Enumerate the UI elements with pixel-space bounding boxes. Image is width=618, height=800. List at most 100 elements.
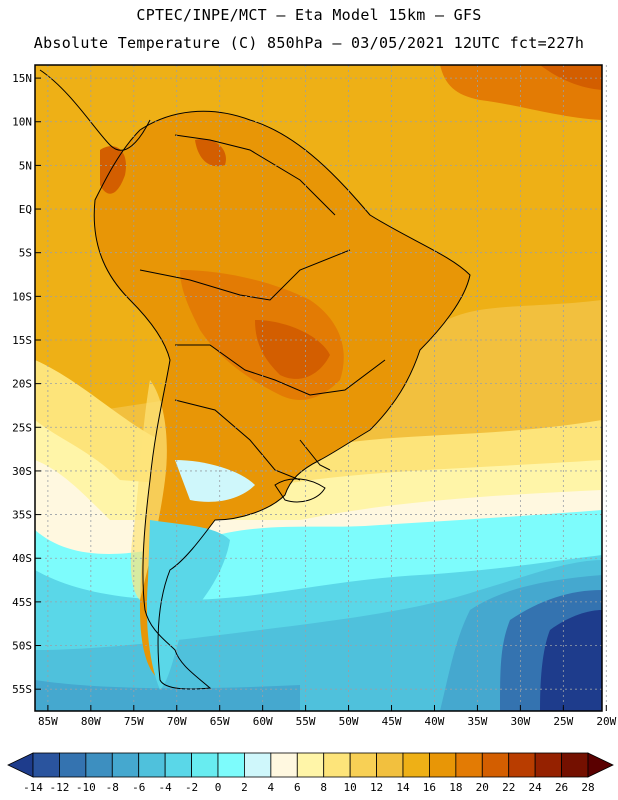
- colorbar-box: [561, 752, 589, 778]
- latitude-labels: 15N 10N 5N EQ 5S 10S 15S 20S 25S 30S 35S 40S 45S 50S 5…: [12, 72, 41, 696]
- colorbar-box: [164, 752, 192, 778]
- colorbar-tick-label: 28: [581, 781, 594, 794]
- lon-label: 55W: [296, 715, 316, 728]
- colorbar-box: [270, 752, 298, 778]
- coldest-ocean-area: [540, 610, 602, 711]
- lat-label: 10S: [12, 290, 32, 303]
- temperature-map: 15N 10N 5N EQ 5S 10S 15S 20S 25S 30S 35S 40S 45S 50S 5…: [12, 64, 617, 728]
- colorbar-tick-label: 12: [370, 781, 383, 794]
- lon-label: 65W: [210, 715, 230, 728]
- colorbar-box: [111, 752, 140, 778]
- colorbar-box: [296, 752, 325, 778]
- colorbar-tick-labels: -14 -12 -10 -8 -6 -4 -2 0 2 4 6 8 10 12 14 16 18 20 22 24 26…: [23, 781, 595, 794]
- colorbar-box: [244, 752, 272, 778]
- colorbar-tick-label: 6: [294, 781, 301, 794]
- lon-label: 25W: [553, 715, 573, 728]
- colorbar-box: [402, 752, 430, 778]
- colorbar-box: [138, 752, 166, 778]
- lat-label: 10N: [12, 116, 32, 129]
- lon-label: 20W: [596, 715, 616, 728]
- colorbar-tick-label: 10: [344, 781, 357, 794]
- colorbar-tick-label: -14: [23, 781, 43, 794]
- venezuela-hot-area: [195, 139, 226, 167]
- temperature-field: [35, 65, 602, 711]
- title-line-2: Absolute Temperature (C) 850hPa – 03/05/…: [33, 34, 585, 52]
- lat-label: 45S: [12, 596, 32, 609]
- colorbar-tick-label: -6: [132, 781, 145, 794]
- southern-border-line: [174, 399, 301, 481]
- lat-label: 25S: [12, 421, 32, 434]
- lat-label: EQ: [19, 203, 32, 216]
- uruguay-border-line: [299, 439, 331, 471]
- colorbar-tick-label: 8: [320, 781, 327, 794]
- lat-label: 55S: [12, 683, 32, 696]
- colorbar-tick-label: -8: [106, 781, 119, 794]
- coastlines: [39, 69, 471, 690]
- colorbar-box: [323, 752, 351, 778]
- lon-label: 40W: [425, 715, 445, 728]
- lon-label: 80W: [81, 715, 101, 728]
- colorbar-box: [32, 752, 60, 778]
- lon-label: 60W: [253, 715, 273, 728]
- lat-label: 5N: [19, 159, 32, 172]
- northern-border-line: [174, 134, 336, 216]
- central-brazil-hottest-area: [255, 320, 330, 379]
- colorbar: -14 -12 -10 -8 -6 -4 -2 0 2 4 6 8 10 12 14 16 18 20 22 24 26…: [7, 752, 614, 794]
- colorbar-tick-label: 4: [268, 781, 275, 794]
- colorbar-box: [508, 752, 536, 778]
- colorbar-box: [455, 752, 483, 778]
- lat-label: 50S: [12, 640, 32, 653]
- lon-label: 85W: [38, 715, 58, 728]
- patagonia-cold-area: [146, 520, 230, 690]
- pampas-cool-area: [175, 460, 255, 502]
- colorbar-box: [349, 752, 377, 778]
- lat-label: 15N: [12, 72, 32, 85]
- colorbar-box: [85, 752, 113, 778]
- lat-label: 20S: [12, 378, 32, 391]
- colorbar-tick-label: 18: [449, 781, 462, 794]
- lon-label: 45W: [382, 715, 402, 728]
- lon-label: 30W: [510, 715, 530, 728]
- colorbar-box: [481, 752, 510, 778]
- colorbar-box: [376, 752, 404, 778]
- central-border-line: [175, 344, 386, 396]
- map-frame: [34, 64, 603, 712]
- central-america-coastline: [39, 69, 151, 151]
- colorbar-box: [191, 752, 219, 778]
- colorbar-boxes: [7, 752, 614, 778]
- lat-label: 40S: [12, 552, 32, 565]
- colorbar-tick-label: -12: [49, 781, 69, 794]
- lon-label: 75W: [124, 715, 144, 728]
- colorbar-tick-label: 2: [241, 781, 248, 794]
- north-atlantic-hot-patch: [440, 65, 602, 120]
- colorbar-right-arrow: [587, 752, 614, 778]
- colorbar-tick-label: -10: [76, 781, 96, 794]
- colorbar-tick-label: 16: [423, 781, 436, 794]
- lat-label: 30S: [12, 465, 32, 478]
- colorbar-left-arrow: [7, 752, 34, 778]
- colorbar-tick-label: 14: [396, 781, 410, 794]
- colorbar-box: [59, 752, 87, 778]
- colorbar-tick-label: 0: [215, 781, 222, 794]
- south-america-coastline: [93, 110, 471, 690]
- lat-label: 35S: [12, 509, 32, 522]
- southwest-cold-strip: [35, 680, 300, 711]
- colorbar-box: [217, 752, 245, 778]
- rio-de-la-plata-outline: [274, 478, 326, 503]
- lat-label: 5S: [19, 247, 32, 260]
- colorbar-tick-label: 26: [555, 781, 568, 794]
- colorbar-box: [534, 752, 562, 778]
- lon-label: 70W: [167, 715, 187, 728]
- colorbar-tick-label: 24: [529, 781, 543, 794]
- amazon-border-line: [139, 249, 351, 301]
- longitude-labels: 85W 80W 75W 70W 65W 60W 55W 50W 45W 40W 35W 30W 25W 2…: [38, 705, 617, 728]
- lon-label: 35W: [467, 715, 487, 728]
- colorbar-tick-label: 22: [502, 781, 515, 794]
- colorbar-tick-label: -4: [159, 781, 173, 794]
- colorbar-box: [429, 752, 457, 778]
- north-atlantic-hottest-patch: [540, 65, 602, 90]
- title-line-1: CPTEC/INPE/MCT – Eta Model 15km – GFS: [136, 6, 482, 24]
- lat-label: 15S: [12, 334, 32, 347]
- colorbar-tick-label: 20: [476, 781, 489, 794]
- lon-label: 50W: [339, 715, 359, 728]
